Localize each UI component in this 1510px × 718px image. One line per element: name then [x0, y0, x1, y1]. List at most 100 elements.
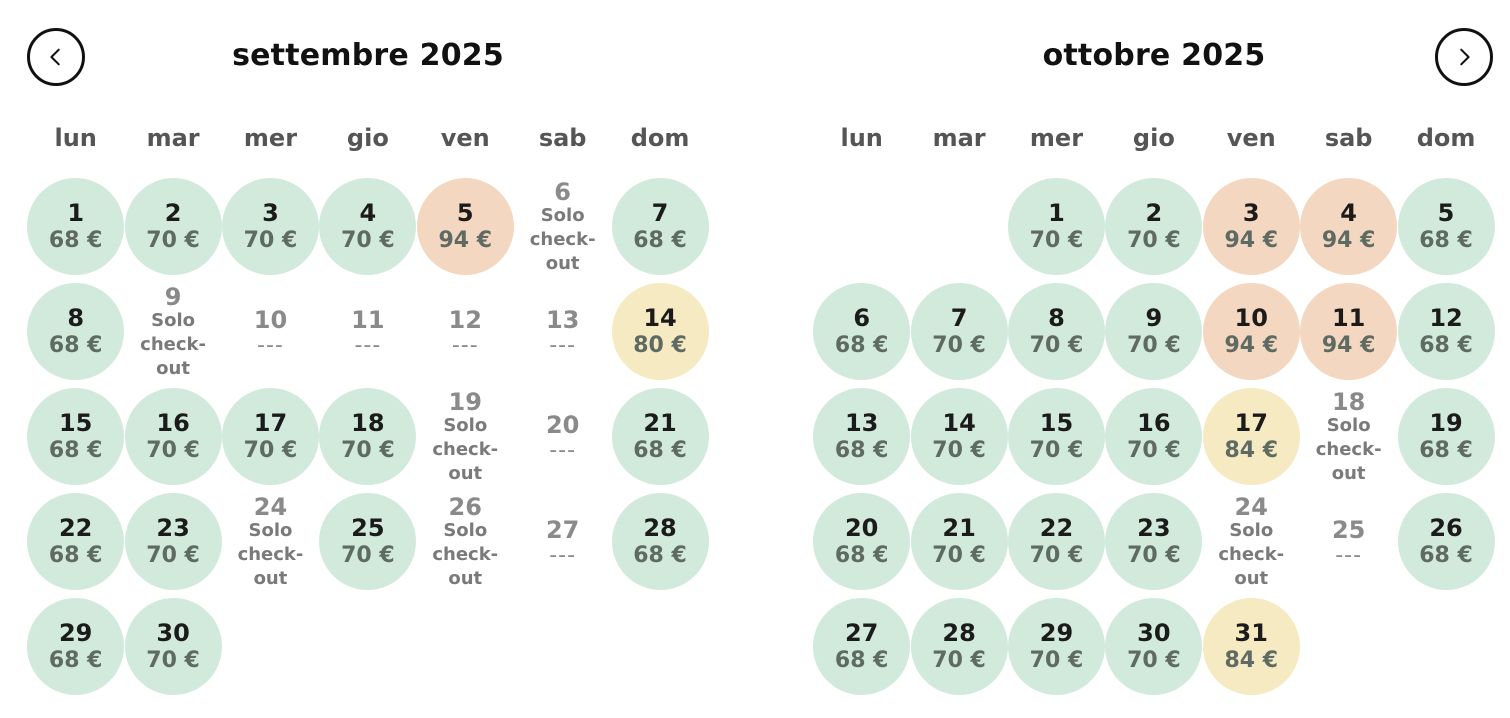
day-price: 70 €	[932, 647, 986, 673]
day-cell: 26 68 €	[1397, 493, 1495, 598]
day-cell: 21 68 €	[611, 388, 709, 493]
day-available-button[interactable]: 26 68 €	[1397, 493, 1495, 590]
day-unavailable: 12 ---	[417, 283, 514, 380]
day-available-button[interactable]: 28 68 €	[611, 493, 709, 590]
day-price: 68 €	[1419, 542, 1473, 568]
day-available-button[interactable]: 16 70 €	[1105, 388, 1203, 485]
day-available-button[interactable]: 13 68 €	[813, 388, 911, 485]
day-cell: 24 Solo check-out	[222, 493, 319, 598]
day-available-button[interactable]: 5 94 €	[416, 178, 514, 275]
day-cell: 15 70 €	[1007, 388, 1105, 493]
day-available-button[interactable]: 7 68 €	[611, 178, 709, 275]
day-price: 70 €	[146, 647, 200, 673]
day-available-button[interactable]: 10 94 €	[1202, 283, 1300, 380]
day-available-button[interactable]: 30 70 €	[1105, 598, 1203, 695]
day-price: 94 €	[1321, 227, 1376, 253]
day-available-button[interactable]: 2 70 €	[1105, 178, 1203, 275]
day-available-button[interactable]: 17 70 €	[221, 388, 319, 485]
day-available-button[interactable]: 14 80 €	[611, 283, 709, 380]
day-available-button[interactable]: 3 70 €	[221, 178, 319, 275]
day-available-button[interactable]: 23 70 €	[124, 493, 222, 590]
day-available-button[interactable]: 17 84 €	[1202, 388, 1300, 485]
day-cell: 4 94 €	[1300, 178, 1398, 283]
day-number: 7	[950, 303, 968, 332]
day-number: 20	[545, 410, 580, 439]
day-price: 68 €	[633, 542, 687, 568]
day-price: 70 €	[1029, 647, 1084, 673]
day-available-button[interactable]: 14 70 €	[910, 388, 1008, 485]
day-number: 22	[58, 513, 93, 542]
day-cell: 6 68 €	[813, 283, 911, 388]
day-number: 15	[1039, 408, 1074, 437]
day-available-button[interactable]: 18 70 €	[319, 388, 417, 485]
day-available-button[interactable]: 8 70 €	[1007, 283, 1105, 380]
day-available-button[interactable]: 20 68 €	[813, 493, 911, 590]
day-number: 18	[351, 408, 385, 437]
day-cell: 17 84 €	[1202, 388, 1300, 493]
day-available-button[interactable]: 12 68 €	[1397, 283, 1495, 380]
day-available-button[interactable]: 9 70 €	[1105, 283, 1203, 380]
day-available-button[interactable]: 19 68 €	[1397, 388, 1495, 485]
weekday-label: lun	[54, 124, 97, 152]
day-number: 23	[1137, 513, 1171, 542]
day-available-button[interactable]: 23 70 €	[1105, 493, 1203, 590]
day-available-button[interactable]: 3 94 €	[1202, 178, 1300, 275]
checkout-only-label: Solo	[151, 310, 196, 331]
day-available-button[interactable]: 30 70 €	[124, 598, 222, 695]
day-cell: 7 68 €	[611, 178, 709, 283]
day-available-button[interactable]: 1 68 €	[27, 178, 125, 275]
day-cell: 18 70 €	[319, 388, 417, 493]
day-number: 4	[359, 198, 377, 227]
day-cell: 5 94 €	[416, 178, 514, 283]
previous-month-button[interactable]	[27, 28, 85, 86]
day-available-button[interactable]: 28 70 €	[910, 598, 1008, 695]
day-available-button[interactable]: 29 68 €	[27, 598, 125, 695]
day-number: 15	[58, 408, 93, 437]
day-available-button[interactable]: 31 84 €	[1202, 598, 1300, 695]
day-available-button[interactable]: 8 68 €	[27, 283, 125, 380]
day-available-button[interactable]: 4 70 €	[319, 178, 417, 275]
day-number: 8	[1048, 303, 1065, 332]
day-price: 68 €	[48, 437, 103, 463]
day-unavailable: 10 ---	[222, 283, 319, 380]
day-number: 21	[942, 513, 976, 542]
day-cell: 19 Solo check-out	[417, 388, 514, 493]
day-number: 20	[844, 513, 879, 542]
day-cell: 17 70 €	[221, 388, 319, 493]
day-available-button[interactable]: 29 70 €	[1007, 598, 1105, 695]
day-cell: 28 68 €	[611, 493, 709, 598]
day-cell: 23 70 €	[1105, 493, 1203, 598]
day-price: 68 €	[1419, 437, 1473, 463]
day-price: 84 €	[1224, 647, 1279, 673]
day-price: ---	[549, 437, 577, 463]
day-available-button[interactable]: 27 68 €	[813, 598, 911, 695]
day-available-button[interactable]: 1 70 €	[1007, 178, 1105, 275]
weekday-label: sab	[538, 124, 587, 152]
day-number: 17	[253, 408, 288, 437]
day-number: 10	[1234, 303, 1268, 332]
day-available-button[interactable]: 25 70 €	[319, 493, 417, 590]
day-available-button[interactable]: 6 68 €	[813, 283, 911, 380]
day-available-button[interactable]: 22 70 €	[1007, 493, 1105, 590]
day-cell: 13 68 €	[813, 388, 911, 493]
day-cell: 12 68 €	[1397, 283, 1495, 388]
day-available-button[interactable]: 22 68 €	[27, 493, 125, 590]
day-available-button[interactable]: 21 68 €	[611, 388, 709, 485]
day-available-button[interactable]: 5 68 €	[1397, 178, 1495, 275]
day-available-button[interactable]: 15 68 €	[27, 388, 125, 485]
day-unavailable: 25 ---	[1300, 493, 1397, 590]
day-available-button[interactable]: 7 70 €	[910, 283, 1008, 380]
day-price: 68 €	[834, 437, 889, 463]
day-available-button[interactable]: 4 94 €	[1300, 178, 1398, 275]
day-available-button[interactable]: 21 70 €	[910, 493, 1008, 590]
checkout-only-label: Solo	[1229, 520, 1274, 541]
day-available-button[interactable]: 2 70 €	[124, 178, 222, 275]
day-available-button[interactable]: 11 94 €	[1300, 283, 1398, 380]
day-number: 24	[253, 493, 288, 521]
day-cell: 3 94 €	[1202, 178, 1300, 283]
next-month-button[interactable]	[1435, 28, 1493, 86]
day-available-button[interactable]: 16 70 €	[124, 388, 222, 485]
day-available-button[interactable]: 15 70 €	[1007, 388, 1105, 485]
day-number: 27	[844, 618, 879, 647]
weekday-label: mer	[243, 124, 298, 152]
